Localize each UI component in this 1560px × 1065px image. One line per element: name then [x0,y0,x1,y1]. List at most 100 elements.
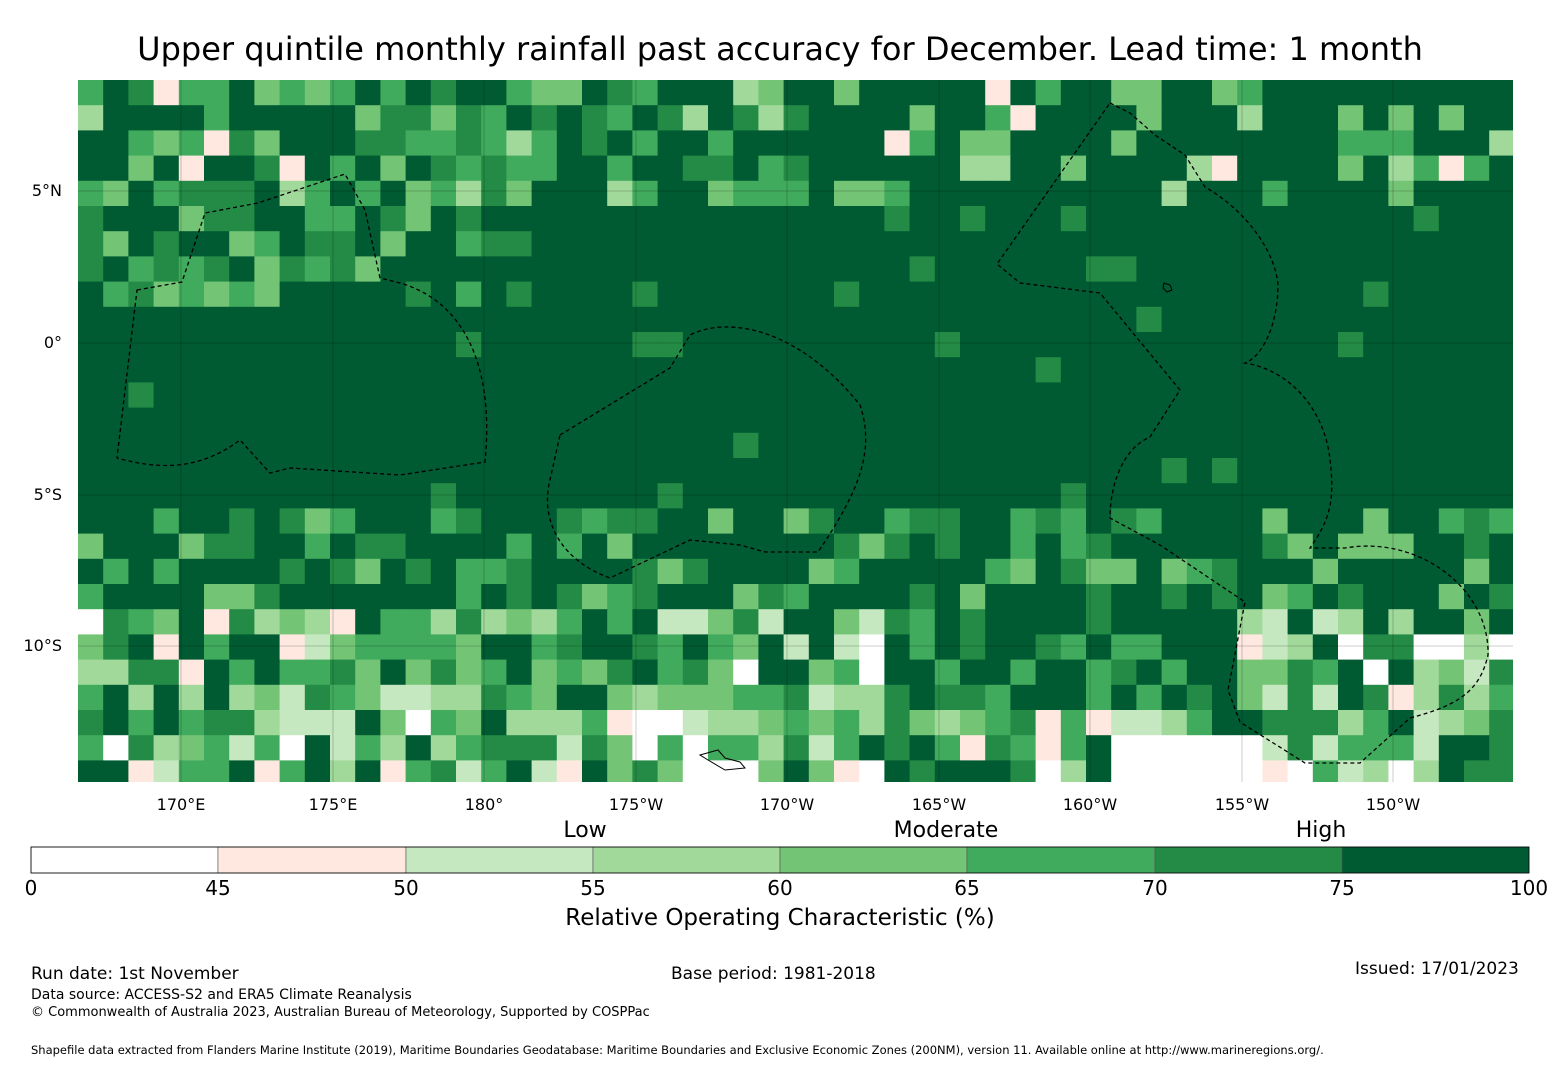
grid-cell [1111,105,1137,131]
graticule [78,80,1513,782]
grid-cell [657,407,684,434]
grid-cell [355,357,381,383]
grid-cell [153,735,180,761]
grid-cell [1338,634,1364,661]
grid-cell [1287,206,1314,232]
grid-cell [909,80,936,106]
grid-cell [1237,206,1263,232]
grid-cell [1060,407,1087,434]
grid-cell [229,180,255,207]
grid-cell [1212,558,1238,585]
grid-cell [783,684,810,711]
grid-cell [657,382,684,409]
grid-cell [1312,155,1339,182]
grid-cell [1287,256,1314,283]
grid-cell [1035,634,1062,661]
grid-cell [1212,735,1238,761]
grid-cell [506,634,533,661]
grid-cell [153,558,180,585]
grid-cell [481,256,507,283]
grid-cell [1186,584,1213,610]
grid-cell [1287,231,1314,257]
grid-cell [632,584,659,610]
grid-cell [808,231,835,257]
grid-cell [1060,432,1087,459]
grid-cell [783,508,810,535]
grid-cell [708,533,734,560]
grid-cell [682,760,709,782]
grid-cell [1262,105,1289,131]
grid-cell [1237,634,1263,661]
grid-cell [1464,180,1490,207]
grid-cell [1312,382,1339,409]
grid-cell [682,508,709,535]
grid-cell [279,306,306,333]
grid-cell [531,382,558,409]
grid-cell [884,180,911,207]
grid-cell [834,584,860,610]
grid-cell [1086,558,1112,585]
grid-cell [103,710,129,736]
grid-cell [582,710,608,736]
grid-cell [1237,332,1263,358]
grid-cell [884,458,911,484]
grid-cell [254,256,281,283]
grid-cell [632,155,659,182]
grid-cell [330,609,356,635]
grid-cell [128,533,155,560]
grid-cell [153,634,180,661]
grid-cell [1161,609,1188,635]
grid-cell [1186,458,1213,484]
grid-cell [632,407,659,434]
grid-cell [153,382,180,409]
grid-cell [934,206,961,232]
grid-cell [103,155,129,182]
grid-cell [884,558,911,585]
grid-cell [153,483,180,509]
grid-cell [204,332,230,358]
grid-cell [934,105,961,131]
grid-cell [1388,483,1415,509]
grid-cell [103,256,129,283]
grid-cell [380,407,407,434]
grid-cell [1287,105,1314,131]
grid-cell [254,760,281,782]
grid-cell [128,659,155,686]
grid-cell [1464,584,1490,610]
grid-cell [1262,508,1289,535]
grid-cell [380,609,407,635]
grid-cell [1111,231,1137,257]
grid-cell [1161,332,1188,358]
grid-cell [355,105,381,131]
grid-cell [103,206,129,232]
grid-cell [481,231,507,257]
grid-cell [531,710,558,736]
grid-cell [1186,659,1213,686]
grid-cell [178,684,205,711]
grid-cell [1010,760,1037,782]
grid-cell [1464,155,1490,182]
grid-cell [405,634,432,661]
grid-cell [456,659,482,686]
grid-cell [1262,659,1289,686]
grid-cell [355,684,381,711]
grid-cell [204,458,230,484]
grid-cell [330,80,356,106]
grid-cell [1161,407,1188,434]
grid-cell [481,710,507,736]
grid-cell [909,508,936,535]
grid-cell [1010,533,1037,560]
eez-boundaries [116,102,1489,764]
grid-cell [1489,407,1513,434]
grid-cell [708,407,734,434]
grid-cell [1237,306,1263,333]
grid-cell [682,558,709,585]
grid-cell [1464,609,1490,635]
grid-cell [279,483,306,509]
grid-cell [783,180,810,207]
grid-cell [884,306,911,333]
grid-cell [178,483,205,509]
grid-cell [304,180,331,207]
grid-cell [1212,634,1238,661]
grid-cell [582,760,608,782]
